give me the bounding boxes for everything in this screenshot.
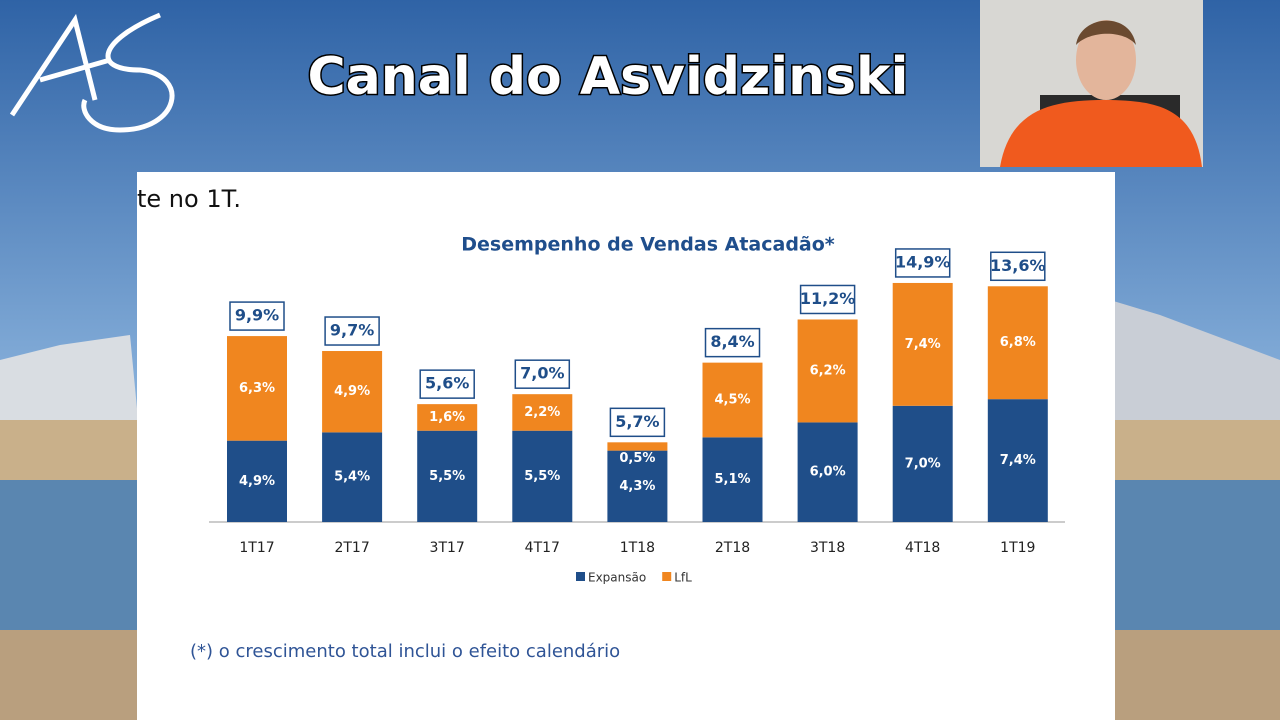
total-label: 14,9% <box>895 252 951 271</box>
x-tick-label: 4T17 <box>525 540 560 556</box>
bar-segment <box>987 286 1048 400</box>
value-label: 4,3% <box>619 479 655 494</box>
webcam <box>980 0 1203 167</box>
slide-text: te no 1T. <box>137 185 241 213</box>
bar-segment <box>607 450 668 522</box>
bar-segment <box>702 437 763 522</box>
value-label: 7,4% <box>1000 453 1036 468</box>
value-label: 4,9% <box>239 474 275 489</box>
mountain <box>1110 300 1280 440</box>
bar-segment <box>322 351 383 433</box>
bar-segment <box>987 399 1048 522</box>
bar-segment <box>417 404 478 431</box>
total-label: 13,6% <box>990 256 1046 275</box>
legend-swatch <box>576 572 585 581</box>
value-label: 5,4% <box>334 470 370 485</box>
mountain <box>0 335 140 440</box>
value-label: 5,1% <box>714 472 750 487</box>
x-tick-label: 1T18 <box>620 540 655 556</box>
value-label: 7,0% <box>905 456 941 471</box>
total-label: 5,6% <box>425 374 469 393</box>
value-label: 4,9% <box>334 384 370 399</box>
x-tick-label: 4T18 <box>905 540 940 556</box>
total-label: 9,9% <box>235 306 279 325</box>
logo <box>9 12 175 133</box>
legend-label: Expansão <box>588 571 646 585</box>
bar-segment <box>607 442 668 451</box>
value-label: 6,2% <box>810 363 846 378</box>
total-box <box>990 251 1046 282</box>
chart: 1T17 4,9% 6,3% 9,9% 2T17 5,4% 4,9% 9,7% 3T17 5,5%… <box>227 248 1048 585</box>
value-label: 5,5% <box>429 469 465 484</box>
bar-segment <box>892 405 953 522</box>
total-box <box>799 284 856 315</box>
bar-segment <box>892 282 953 406</box>
bar-segment <box>797 422 858 522</box>
bar-segment <box>227 440 287 522</box>
value-label: 4,5% <box>714 392 750 407</box>
value-label: 6,3% <box>239 381 275 396</box>
x-tick-label: 3T18 <box>810 540 845 556</box>
bar-segment <box>322 432 383 522</box>
bar-segment <box>797 319 858 423</box>
total-label: 9,7% <box>330 321 374 340</box>
total-label: 11,2% <box>800 289 856 308</box>
bar-segment <box>512 430 573 522</box>
total-box <box>514 359 571 389</box>
bar-segment <box>227 336 287 441</box>
total-box <box>324 316 380 346</box>
x-tick-label: 2T18 <box>715 540 750 556</box>
total-box <box>419 369 475 399</box>
value-label: 2,2% <box>524 405 560 420</box>
total-box <box>894 248 951 278</box>
chart-title: Desempenho de Vendas Atacadão* <box>461 234 835 256</box>
value-label: 6,0% <box>810 465 846 480</box>
bar-segment <box>512 394 573 431</box>
value-label: 0,5% <box>619 451 655 466</box>
legend-label: LfL <box>674 571 692 585</box>
total-label: 8,4% <box>710 332 754 351</box>
footnote: (*) o crescimento total inclui o efeito … <box>190 641 620 662</box>
channel-title: Canal do Asvidzinski <box>308 47 909 107</box>
x-tick-label: 3T17 <box>430 540 465 556</box>
value-label: 1,6% <box>429 410 465 425</box>
value-label: 6,8% <box>1000 335 1036 350</box>
x-tick-label: 1T19 <box>1000 540 1035 556</box>
bar-segment <box>417 430 478 522</box>
total-box <box>229 301 285 331</box>
total-label: 5,7% <box>615 412 659 431</box>
x-tick-label: 2T17 <box>334 540 369 556</box>
legend-swatch <box>662 572 672 581</box>
total-box <box>704 327 761 358</box>
x-tick-label: 1T17 <box>239 540 274 556</box>
value-label: 5,5% <box>524 469 560 484</box>
total-box <box>609 407 666 438</box>
total-label: 7,0% <box>520 364 564 383</box>
bar-segment <box>702 362 763 438</box>
value-label: 7,4% <box>905 337 941 352</box>
